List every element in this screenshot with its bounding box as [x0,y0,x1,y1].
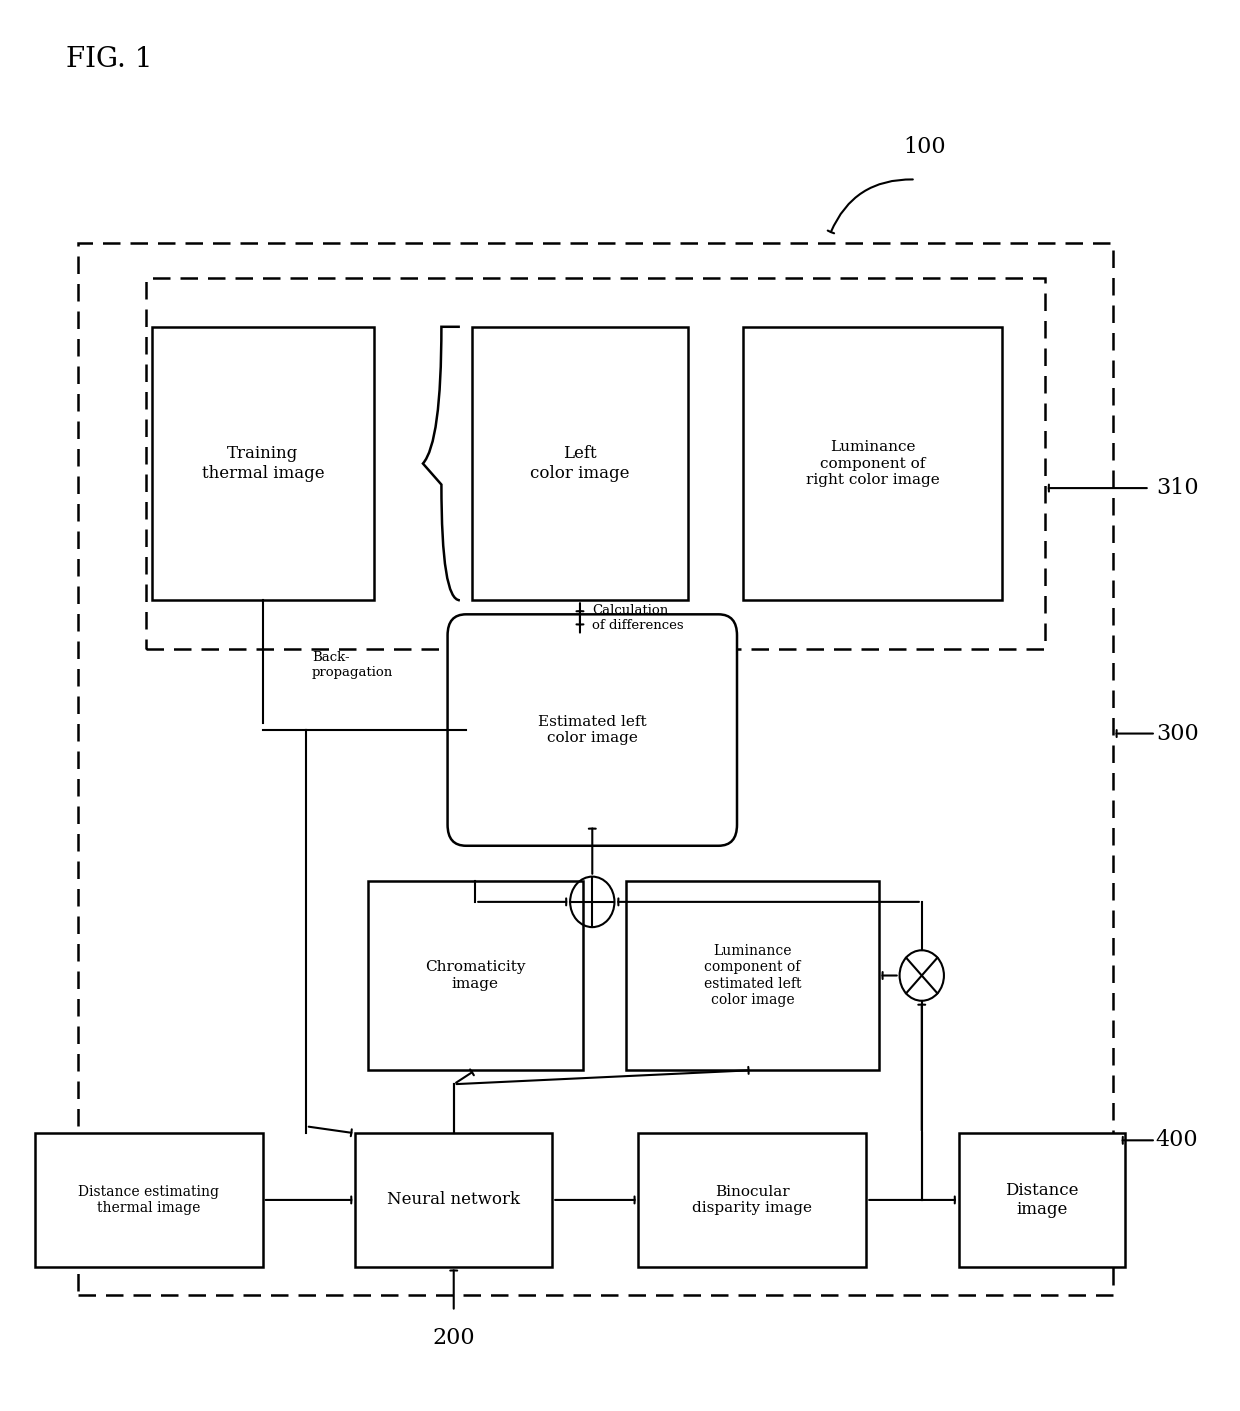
Text: Neural network: Neural network [387,1191,521,1208]
Text: 300: 300 [1156,722,1199,745]
FancyBboxPatch shape [448,614,737,845]
Bar [146,278,1045,649]
Text: Training
thermal image: Training thermal image [202,446,324,481]
Text: Estimated left
color image: Estimated left color image [538,715,646,745]
Text: Binocular
disparity image: Binocular disparity image [692,1185,812,1215]
Text: Chromaticity
image: Chromaticity image [425,961,526,991]
Text: Calculation
of differences: Calculation of differences [593,604,684,632]
Text: Distance estimating
thermal image: Distance estimating thermal image [78,1185,219,1215]
Text: Luminance
component of
estimated left
color image: Luminance component of estimated left co… [703,944,801,1007]
Bar [626,880,879,1070]
Bar [743,327,1002,600]
Bar [959,1133,1125,1267]
Bar [639,1133,867,1267]
Bar [472,327,688,600]
Text: FIG. 1: FIG. 1 [66,47,153,73]
Text: 310: 310 [1156,477,1198,499]
Bar [78,243,1112,1295]
Bar [367,880,583,1070]
Text: 200: 200 [433,1326,475,1349]
Text: Luminance
component of
right color image: Luminance component of right color image [806,440,940,487]
Text: Back-
propagation: Back- propagation [312,650,393,679]
Text: Left
color image: Left color image [531,446,630,481]
Bar [153,327,373,600]
Bar [355,1133,552,1267]
Text: Distance
image: Distance image [1006,1181,1079,1218]
Text: 400: 400 [1156,1129,1198,1151]
Bar [35,1133,263,1267]
Text: 100: 100 [903,137,946,158]
